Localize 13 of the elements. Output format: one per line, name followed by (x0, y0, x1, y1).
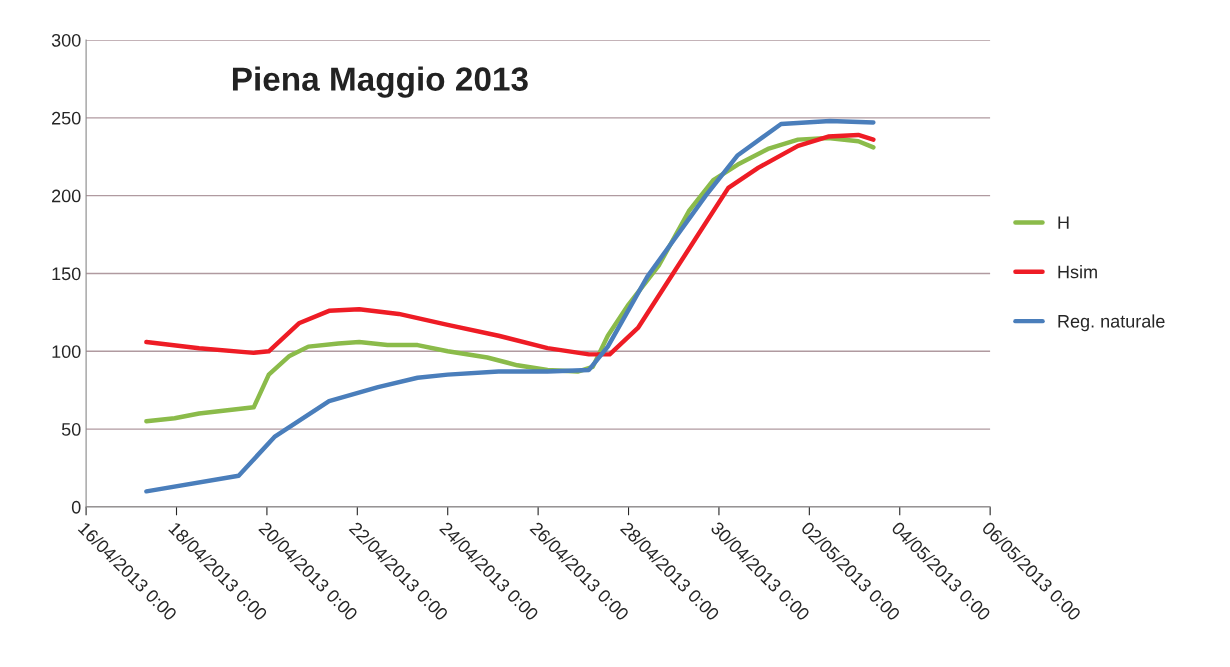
y-tick-label: 100 (52, 345, 81, 359)
legend-label: Hsim (1058, 265, 1097, 279)
line-series (144, 118, 876, 494)
y-tick-label: 200 (52, 189, 81, 203)
y-tick-label: 150 (52, 267, 81, 281)
y-tick-label: 300 (51, 33, 81, 47)
y-tick-label: 50 (61, 423, 81, 436)
y-tick-label: 250 (52, 111, 81, 125)
legend-label: H (1058, 216, 1069, 229)
y-tick-label: 0 (71, 500, 81, 514)
text: Piena Maggio 2013 (232, 66, 528, 98)
line-series (144, 132, 876, 357)
legend-label: Reg. naturale (1058, 314, 1165, 332)
